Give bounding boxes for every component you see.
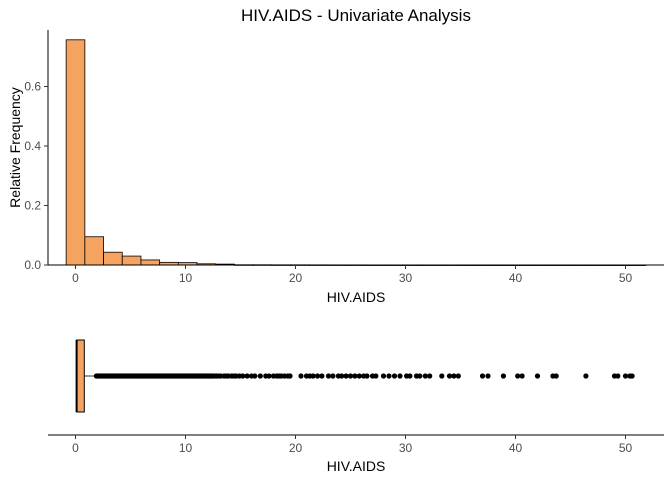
boxplot-outlier-point (485, 373, 491, 379)
boxplot-x-tick-label: 20 (289, 441, 303, 455)
boxplot-outlier-point (364, 373, 370, 379)
histogram-x-tick-label: 0 (72, 271, 79, 285)
boxplot-outlier-point (386, 373, 392, 379)
histogram-x-tick-label: 10 (179, 271, 193, 285)
boxplot-outlier-point (583, 373, 589, 379)
histogram-x-tick-label: 30 (399, 271, 413, 285)
boxplot-x-tick-label: 10 (179, 441, 193, 455)
boxplot-outlier-point (257, 373, 263, 379)
histogram-bar (140, 259, 161, 266)
boxplot-outlier-point (391, 373, 398, 379)
boxplot-outlier-point (347, 373, 354, 379)
boxplot-outlier-point (479, 373, 486, 379)
boxplot-x-tick-label: 50 (619, 441, 633, 455)
boxplot-outlier-point (298, 373, 304, 379)
histogram-x-tick-label: 20 (289, 271, 303, 285)
boxplot-panel: 0 10 20 30 40 50 HIV.AIDS (48, 339, 664, 474)
boxplot-x-axis-title: HIV.AIDS (327, 458, 386, 474)
boxplot-x-tick-label: 30 (399, 441, 413, 455)
boxplot-outlier-point (615, 373, 621, 379)
boxplot-box (76, 339, 85, 413)
boxplot-outlier-point (427, 373, 433, 379)
boxplot-outlier-point (319, 373, 325, 379)
boxplot-outlier-point (519, 373, 525, 379)
histogram-y-ticks: 0.0 0.2 0.4 0.6 (24, 80, 48, 272)
boxplot-outlier-point (287, 373, 293, 379)
boxplot-outlier-point (240, 373, 246, 379)
boxplot-outlier-point (325, 373, 332, 379)
histogram-bar (103, 251, 123, 266)
boxplot-x-tick-label: 40 (509, 441, 523, 455)
boxplot-outlier-point (422, 373, 428, 379)
boxplot-x-tick-label: 0 (72, 441, 79, 455)
histogram-x-axis-title: HIV.AIDS (327, 289, 386, 305)
boxplot-outliers (93, 373, 635, 379)
boxplot-outlier-point (515, 373, 521, 379)
boxplot-outlier-point (252, 373, 258, 379)
boxplot-outlier-point (310, 373, 316, 379)
boxplot-outlier-point (417, 373, 423, 379)
boxplot-outlier-point (314, 373, 321, 379)
boxplot-outlier-point (330, 373, 336, 379)
boxplot-outlier-point (407, 373, 413, 379)
histogram-panel: 0 10 20 30 40 50 0.0 0.2 0.4 0.6 HIV.AIDS Relati… (7, 30, 664, 305)
histogram-y-tick-label: 0.2 (24, 199, 41, 213)
boxplot-outlier-point (339, 373, 345, 379)
boxplot-outlier-point (397, 373, 403, 379)
boxplot-outlier-point (266, 373, 272, 379)
histogram-y-axis-title: Relative Frequency (7, 87, 23, 208)
histogram-bar (121, 255, 142, 266)
boxplot-outlier-point (446, 373, 453, 379)
histogram-y-tick-label: 0.6 (24, 80, 41, 94)
boxplot-outlier-point (500, 373, 506, 379)
boxplot-outlier-point (553, 373, 559, 379)
histogram-x-tick-label: 40 (509, 271, 523, 285)
histogram-x-tick-label: 50 (619, 271, 633, 285)
histogram-y-tick-label: 0.0 (24, 258, 41, 272)
histogram-bar (65, 39, 86, 266)
boxplot-outlier-point (534, 373, 541, 379)
boxplot-outlier-point (373, 373, 379, 379)
histogram-bars (65, 39, 647, 266)
boxplot-x-ticks: 0 10 20 30 40 50 (72, 435, 632, 455)
boxplot-outlier-point (343, 373, 349, 379)
boxplot-outlier-point (622, 373, 629, 379)
histogram-y-tick-label: 0.4 (24, 139, 41, 153)
boxplot-outlier-point (451, 373, 457, 379)
histogram-x-ticks: 0 10 20 30 40 50 (72, 265, 632, 285)
boxplot-outlier-point (380, 373, 387, 379)
boxplot-outlier-point (352, 373, 358, 379)
chart-title: HIV.AIDS - Univariate Analysis (241, 6, 471, 25)
boxplot-outlier-point (439, 373, 445, 379)
histogram-bar (84, 236, 104, 266)
boxplot-outlier-point (455, 373, 461, 379)
boxplot-outlier-point (356, 373, 362, 379)
boxplot-outlier-point (629, 373, 635, 379)
boxplot-outlier-point (244, 373, 250, 379)
